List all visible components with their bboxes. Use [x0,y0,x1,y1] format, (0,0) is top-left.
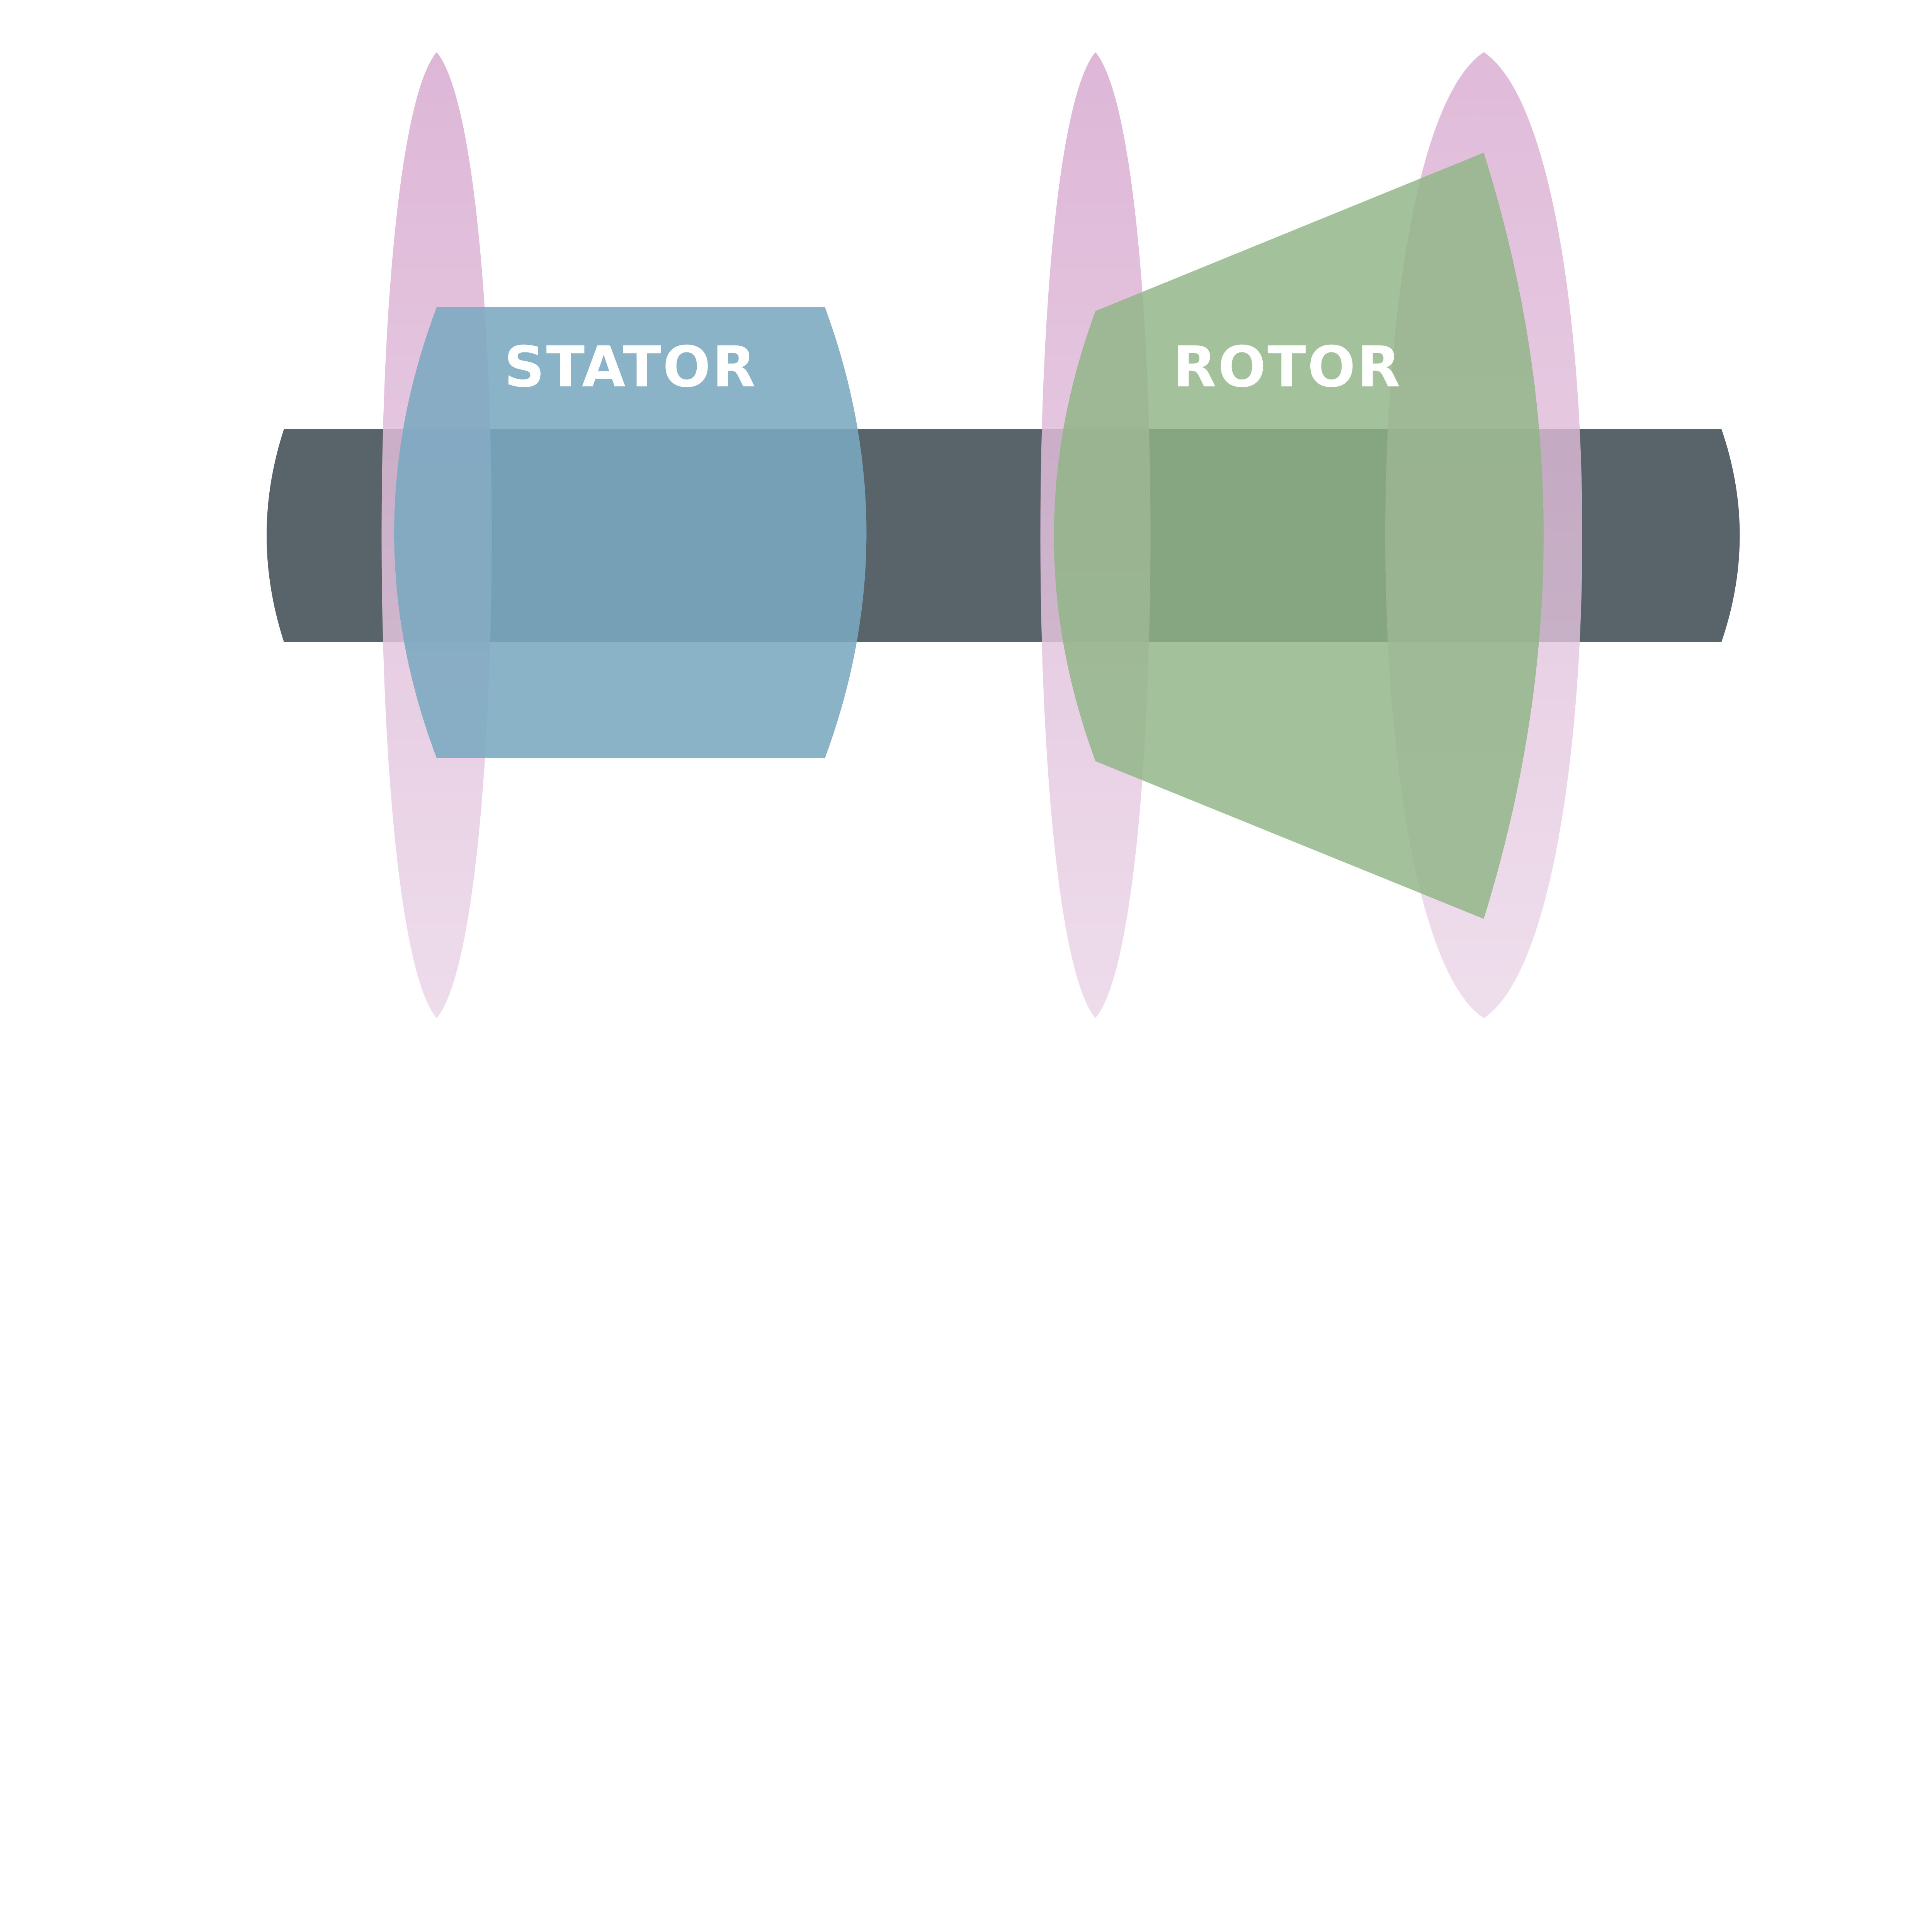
rotor-label: ROTOR [1173,334,1402,400]
stator-label: STATOR [504,334,757,400]
rotor-body [1054,153,1544,919]
stator-body [394,307,867,758]
